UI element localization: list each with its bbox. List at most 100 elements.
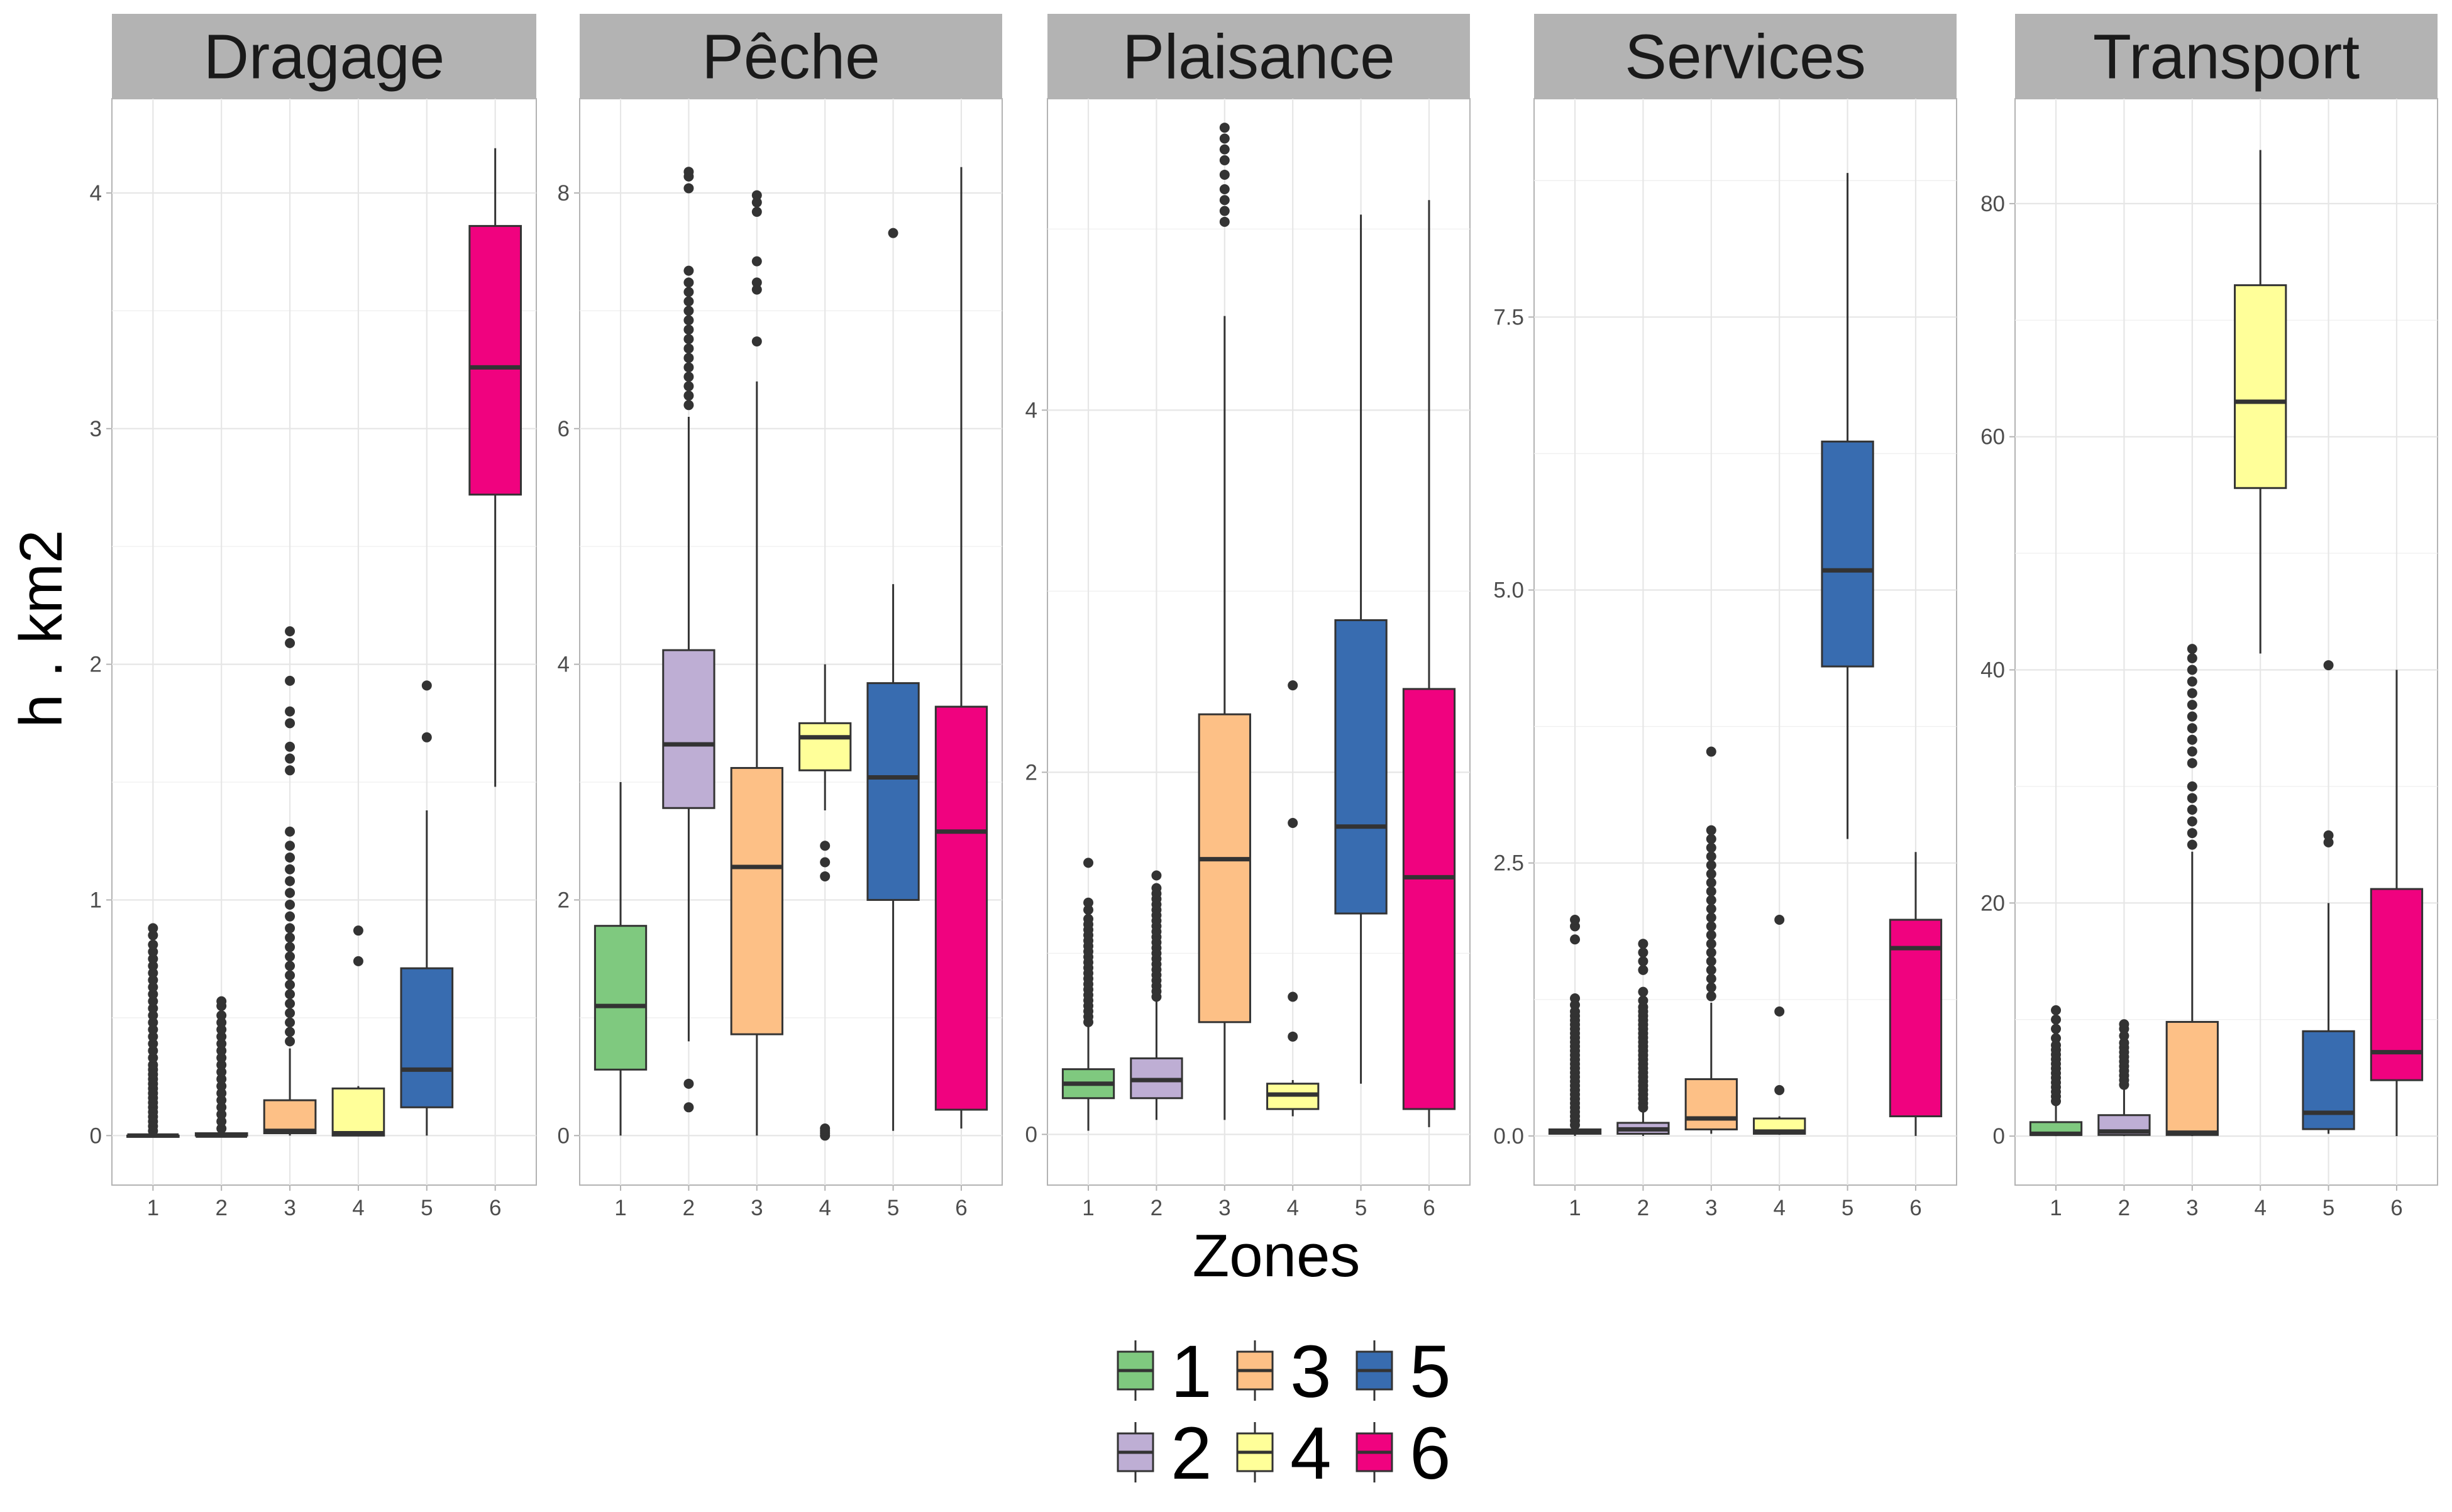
outlier-point bbox=[285, 741, 295, 752]
outlier-point bbox=[2119, 1019, 2129, 1030]
outlier-point bbox=[2187, 700, 2197, 710]
outlier-point bbox=[1706, 842, 1716, 853]
y-tick-label: 20 bbox=[1980, 891, 2005, 915]
outlier-point bbox=[285, 626, 295, 637]
outlier-point bbox=[1570, 934, 1581, 945]
outlier-point bbox=[1638, 939, 1648, 949]
box-body bbox=[866, 682, 920, 901]
box-zone-3 bbox=[1684, 746, 1738, 1134]
box-zone-4 bbox=[1266, 680, 1320, 1117]
x-tick-label: 1 bbox=[1082, 1196, 1094, 1220]
outlier-point bbox=[1706, 991, 1716, 1002]
outlier-point bbox=[2187, 734, 2197, 745]
outlier-point bbox=[1219, 144, 1230, 155]
outlier-point bbox=[285, 706, 295, 717]
box-zone-4 bbox=[798, 664, 852, 1141]
outlier-point bbox=[148, 968, 158, 978]
outlier-point bbox=[216, 1046, 227, 1056]
outlier-point bbox=[285, 1008, 295, 1018]
outlier-point bbox=[148, 982, 158, 993]
box-body bbox=[2165, 1020, 2219, 1136]
outlier-point bbox=[1219, 133, 1230, 144]
box-zone-2 bbox=[1616, 939, 1670, 1136]
y-tick-label: 1 bbox=[90, 888, 102, 912]
legend-label: 5 bbox=[1410, 1330, 1451, 1413]
outlier-point bbox=[1288, 680, 1298, 691]
outlier-point bbox=[2187, 781, 2197, 792]
outlier-point bbox=[2323, 837, 2334, 847]
outlier-point bbox=[148, 1039, 158, 1049]
panel-background bbox=[579, 98, 1003, 1186]
x-tick-label: 6 bbox=[2390, 1196, 2402, 1220]
box-body bbox=[1684, 1078, 1738, 1130]
outlier-point bbox=[216, 1088, 227, 1098]
outlier-point bbox=[1706, 964, 1716, 975]
facet-strip bbox=[580, 14, 1002, 99]
outlier-point bbox=[1774, 1084, 1785, 1095]
outlier-point bbox=[683, 296, 694, 307]
box-body bbox=[798, 722, 852, 771]
outlier-point bbox=[285, 911, 295, 922]
outlier-point bbox=[683, 1102, 694, 1113]
box-body bbox=[2234, 284, 2287, 489]
outlier-point bbox=[285, 989, 295, 1000]
outlier-point bbox=[216, 1017, 227, 1028]
outlier-point bbox=[683, 277, 694, 288]
box-zone-4 bbox=[2234, 150, 2287, 654]
outlier-point bbox=[683, 315, 694, 326]
y-tick-label: 0 bbox=[558, 1123, 570, 1148]
panel-transport: 0 20 40 60 80 1 2 3 4 5 6 Transport bbox=[1980, 14, 2438, 1220]
outlier-point bbox=[2323, 660, 2334, 671]
x-tick-label: 6 bbox=[1423, 1196, 1435, 1220]
y-tick-label: 0 bbox=[1025, 1122, 1037, 1147]
outlier-point bbox=[421, 732, 432, 742]
y-tick-label: 5.0 bbox=[1493, 578, 1524, 603]
outlier-point bbox=[1706, 834, 1716, 844]
outlier-point bbox=[1706, 921, 1716, 932]
box-zone-4 bbox=[1753, 914, 1806, 1135]
outlier-point bbox=[888, 228, 898, 238]
x-tick-label: 3 bbox=[2186, 1196, 2198, 1220]
box-body bbox=[1334, 619, 1388, 915]
facet-strip bbox=[112, 14, 536, 99]
panel-peche: 0 2 4 6 8 1 2 3 4 5 6 Pêche bbox=[558, 14, 1003, 1220]
outlier-point bbox=[751, 206, 762, 217]
y-tick-label: 0 bbox=[90, 1123, 102, 1148]
x-tick-label: 3 bbox=[751, 1196, 763, 1220]
outlier-point bbox=[1151, 870, 1162, 881]
box-zone-5 bbox=[866, 228, 920, 1131]
y-tick-label: 60 bbox=[1980, 425, 2005, 450]
x-tick-label: 2 bbox=[1637, 1196, 1649, 1220]
y-tick-label: 8 bbox=[558, 181, 570, 206]
outlier-point bbox=[751, 277, 762, 288]
outlier-point bbox=[683, 306, 694, 316]
outlier-point bbox=[683, 343, 694, 354]
outlier-point bbox=[2187, 653, 2197, 663]
outlier-point bbox=[285, 961, 295, 971]
outlier-point bbox=[751, 256, 762, 267]
box-body bbox=[730, 767, 783, 1035]
outlier-point bbox=[2323, 830, 2334, 841]
facet-strip-label: Dragage bbox=[204, 22, 445, 92]
box-zone-2 bbox=[1130, 870, 1183, 1120]
outlier-point bbox=[683, 265, 694, 276]
box-body bbox=[1821, 440, 1874, 668]
outlier-point bbox=[148, 1003, 158, 1013]
outlier-point bbox=[285, 765, 295, 776]
outlier-point bbox=[1288, 991, 1298, 1002]
legend-label: 6 bbox=[1410, 1412, 1451, 1495]
outlier-point bbox=[751, 190, 762, 201]
outlier-point bbox=[216, 1067, 227, 1078]
outlier-point bbox=[683, 334, 694, 345]
legend-item-zone-2: 2 bbox=[1117, 1412, 1212, 1495]
outlier-point bbox=[216, 1095, 227, 1106]
outlier-point bbox=[2119, 1037, 2129, 1048]
outlier-point bbox=[2187, 711, 2197, 722]
outlier-point bbox=[1706, 895, 1716, 905]
x-tick-label: 2 bbox=[1151, 1196, 1162, 1220]
box-zone-3 bbox=[263, 626, 317, 1136]
x-tick-label: 6 bbox=[489, 1196, 501, 1220]
box-zone-2 bbox=[662, 167, 715, 1113]
outlier-point bbox=[1083, 897, 1094, 908]
outlier-point bbox=[1774, 1006, 1785, 1017]
